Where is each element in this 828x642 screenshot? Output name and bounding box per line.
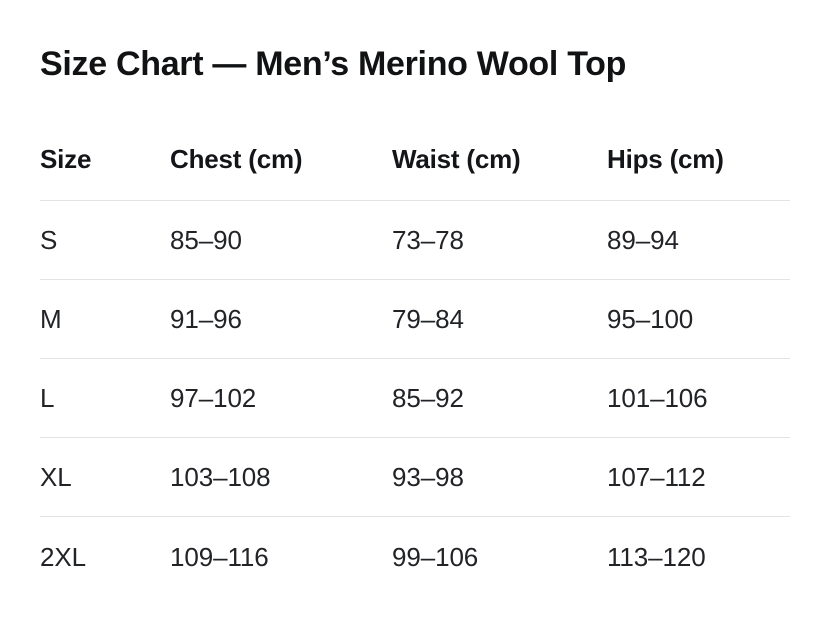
size-chart-table: Size Chest (cm) Waist (cm) Hips (cm) S 8… (40, 143, 790, 596)
cell-hips: 89–94 (607, 225, 679, 255)
table-row-m: M 91–96 79–84 95–100 (40, 280, 790, 359)
cell-hips: 95–100 (607, 304, 694, 334)
page-title: Size Chart — Men’s Merino Wool Top (40, 45, 627, 83)
cell-size: L (40, 383, 55, 413)
column-header-chest: Chest (cm) (170, 144, 303, 174)
column-header-hips: Hips (cm) (607, 144, 724, 174)
cell-size: 2XL (40, 541, 86, 572)
cell-waist: 99–106 (392, 541, 479, 572)
cell-size: S (40, 225, 58, 255)
cell-chest: 91–96 (170, 304, 242, 334)
table-row-2xl: 2XL 109–116 99–106 113–120 (40, 517, 790, 596)
table-row-s: S 85–90 73–78 89–94 (40, 201, 790, 280)
column-header-waist: Waist (cm) (392, 144, 521, 174)
table-header-row: Size Chest (cm) Waist (cm) Hips (cm) (40, 143, 790, 201)
cell-waist: 79–84 (392, 304, 464, 334)
cell-size: M (40, 304, 62, 334)
cell-waist: 85–92 (392, 383, 464, 413)
column-header-size: Size (40, 144, 92, 174)
cell-hips: 101–106 (607, 383, 708, 413)
cell-hips: 113–120 (607, 541, 706, 572)
cell-size: XL (40, 462, 72, 492)
cell-chest: 85–90 (170, 225, 242, 255)
table-row-xl: XL 103–108 93–98 107–112 (40, 438, 790, 517)
cell-chest: 103–108 (170, 462, 271, 492)
cell-waist: 93–98 (392, 462, 464, 492)
table-row-l: L 97–102 85–92 101–106 (40, 359, 790, 438)
cell-chest: 97–102 (170, 383, 257, 413)
cell-chest: 109–116 (170, 541, 269, 572)
cell-hips: 107–112 (607, 462, 706, 492)
cell-waist: 73–78 (392, 225, 464, 255)
